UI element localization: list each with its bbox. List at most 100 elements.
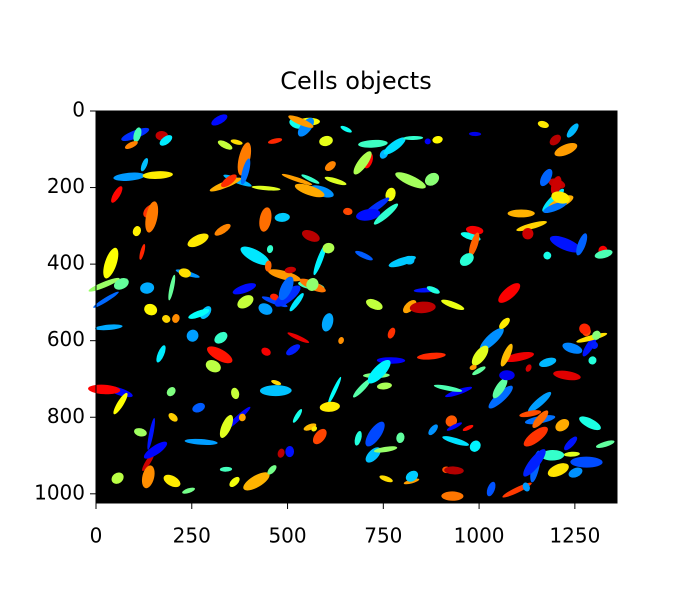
- cell: [469, 364, 477, 371]
- cell: [288, 115, 314, 128]
- cell: [358, 139, 388, 148]
- cell: [277, 448, 285, 458]
- cell: [124, 140, 138, 149]
- cell: [306, 278, 319, 291]
- cell: [301, 174, 320, 184]
- cell: [507, 209, 535, 218]
- cell: [499, 370, 515, 381]
- cell: [355, 250, 373, 261]
- cell: [340, 125, 352, 133]
- cell: [287, 332, 310, 344]
- cell: [516, 220, 547, 232]
- cell: [95, 324, 123, 331]
- cell: [459, 253, 474, 266]
- cell: [444, 466, 464, 475]
- cell: [553, 370, 581, 381]
- cell: [522, 482, 530, 492]
- cell: [178, 268, 191, 278]
- cell: [313, 244, 327, 276]
- cell: [424, 138, 431, 145]
- cell: [570, 456, 603, 468]
- cell: [441, 299, 465, 310]
- cell: [523, 449, 546, 477]
- cell: [134, 428, 147, 437]
- cell: [168, 274, 176, 301]
- cell: [519, 410, 542, 418]
- cell: [525, 364, 532, 372]
- x-tick-label: 750: [364, 524, 402, 548]
- cell: [141, 465, 155, 489]
- cell: [261, 347, 271, 356]
- cell: [184, 438, 218, 445]
- cell: [274, 212, 290, 222]
- cell: [543, 201, 567, 214]
- cell: [230, 139, 243, 145]
- cell: [540, 449, 565, 461]
- cell: [426, 286, 440, 294]
- cell: [442, 436, 469, 446]
- cell: [103, 247, 119, 279]
- cell: [338, 337, 344, 344]
- cell: [579, 323, 591, 335]
- cell: [294, 183, 325, 198]
- chart-title: Cells objects: [280, 67, 431, 95]
- cell: [229, 476, 240, 487]
- cell: [403, 135, 424, 140]
- x-tick-label: 250: [173, 524, 211, 548]
- cell: [238, 413, 246, 422]
- cell: [479, 327, 504, 351]
- cell: [327, 376, 342, 404]
- cell: [111, 186, 123, 203]
- cell: [292, 409, 303, 423]
- cell: [93, 291, 119, 308]
- cell: [145, 201, 159, 233]
- cell: [445, 386, 473, 398]
- cell: [187, 233, 209, 248]
- cell: [159, 135, 173, 146]
- cell: [373, 203, 399, 225]
- cell: [588, 356, 597, 365]
- cell: [395, 172, 426, 189]
- y-tick-label: 400: [47, 251, 85, 275]
- cell: [352, 378, 372, 398]
- cell: [237, 295, 254, 309]
- cell: [388, 255, 416, 268]
- cell: [221, 174, 237, 188]
- cell: [284, 266, 297, 274]
- x-tick-label: 0: [90, 524, 103, 548]
- cell: [433, 384, 463, 392]
- cell: [379, 475, 393, 483]
- cell: [579, 416, 601, 431]
- cell: [499, 317, 510, 329]
- cell: [311, 426, 318, 432]
- cell: [264, 260, 272, 272]
- cell: [162, 315, 171, 323]
- cell: [142, 171, 173, 179]
- cell: [409, 301, 436, 314]
- cell: [446, 422, 462, 431]
- cell: [232, 283, 257, 295]
- cell: [376, 382, 392, 390]
- cell: [405, 470, 419, 482]
- cell: [166, 387, 176, 397]
- cell: [488, 385, 513, 409]
- cell: [498, 283, 521, 303]
- x-tick-label: 500: [268, 524, 306, 548]
- cell: [432, 135, 443, 144]
- cell: [324, 161, 336, 172]
- cell: [259, 385, 292, 397]
- y-tick-label: 1000: [34, 480, 85, 504]
- cell: [462, 424, 474, 432]
- cell: [365, 421, 385, 447]
- cell: [471, 345, 489, 366]
- cell: [132, 226, 141, 237]
- cell: [240, 158, 251, 185]
- cell: [532, 410, 549, 429]
- cell: [186, 329, 199, 342]
- cell: [172, 314, 180, 323]
- cell: [492, 377, 508, 399]
- cell: [281, 173, 313, 186]
- cell: [113, 392, 128, 415]
- cell: [383, 137, 406, 155]
- cell: [469, 440, 481, 452]
